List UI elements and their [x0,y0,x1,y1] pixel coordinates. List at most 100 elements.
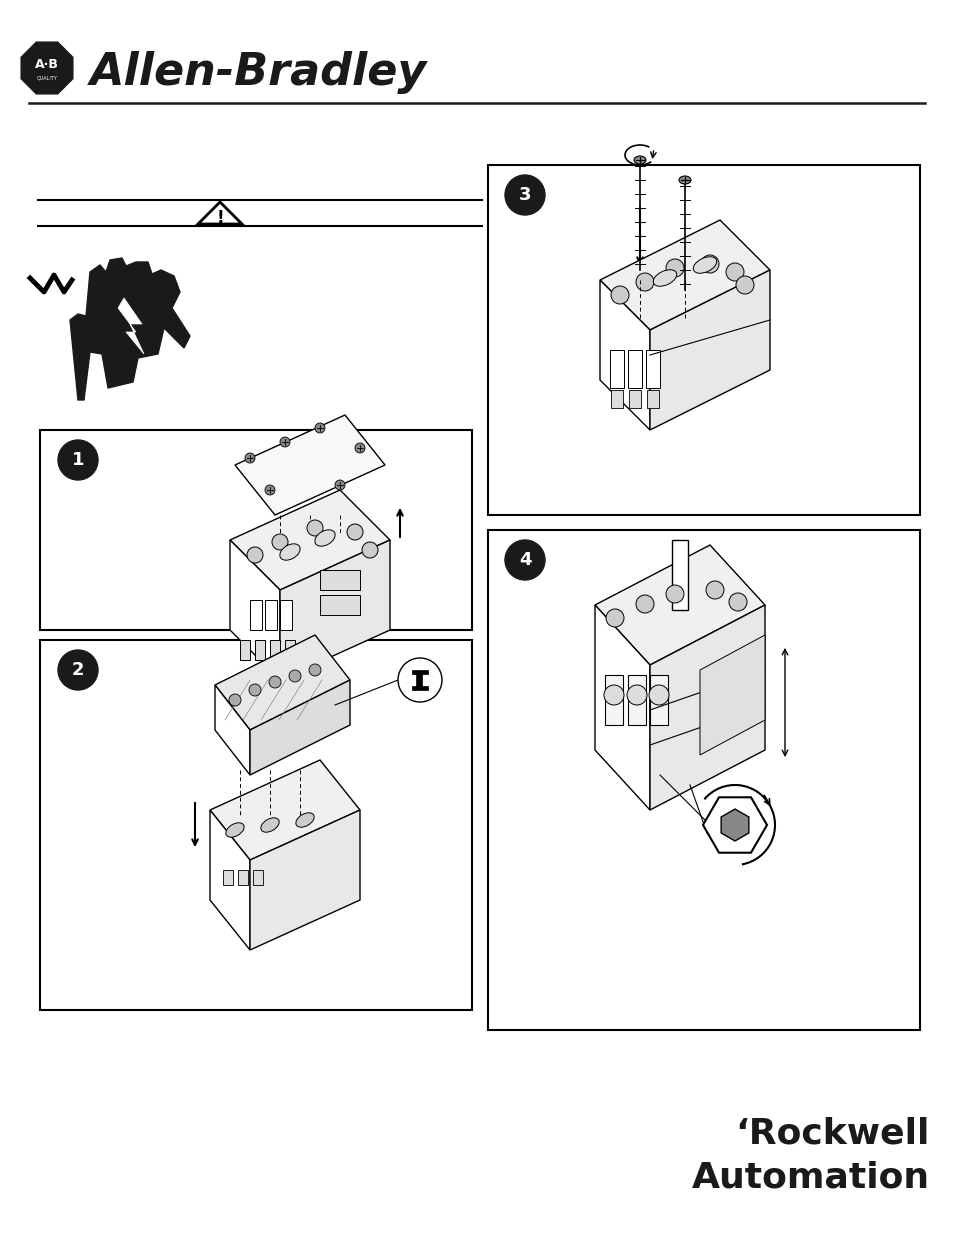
Polygon shape [702,798,766,852]
Polygon shape [210,810,250,950]
Circle shape [314,424,325,433]
Circle shape [725,263,743,282]
Polygon shape [250,810,359,950]
Circle shape [665,259,683,277]
Circle shape [247,547,263,563]
Text: 2: 2 [71,661,84,679]
Circle shape [665,585,683,603]
Polygon shape [649,605,764,810]
Circle shape [705,580,723,599]
Polygon shape [21,42,72,94]
Bar [280,600,292,630]
Bar [40,430,472,630]
Polygon shape [599,280,649,430]
Bar [270,640,280,659]
Circle shape [335,480,345,490]
Bar [628,390,640,408]
Bar [604,676,622,725]
Circle shape [280,437,290,447]
Polygon shape [595,605,649,810]
Polygon shape [118,298,144,354]
Ellipse shape [314,530,335,546]
Bar [319,595,359,615]
Text: ‘Rockwell: ‘Rockwell [735,1116,929,1150]
Circle shape [728,593,746,611]
Circle shape [397,658,441,701]
Ellipse shape [653,269,676,287]
Circle shape [636,273,654,291]
Polygon shape [230,540,280,680]
Bar [285,640,294,659]
Polygon shape [700,635,764,755]
Bar [240,640,250,659]
Bar [254,640,265,659]
Circle shape [289,671,301,682]
Polygon shape [649,270,769,430]
Circle shape [504,540,544,580]
Bar [488,530,919,1030]
Bar [610,390,622,408]
Circle shape [605,609,623,627]
Text: !: ! [216,209,224,227]
Circle shape [309,664,320,676]
Ellipse shape [295,813,314,827]
Ellipse shape [279,543,300,561]
Bar [40,640,472,1010]
Text: 4: 4 [518,551,531,569]
Bar [319,571,359,590]
Text: 3: 3 [518,186,531,204]
Polygon shape [720,809,748,841]
Circle shape [626,685,646,705]
Bar [627,676,645,725]
Text: QUALITY: QUALITY [36,75,57,80]
Bar [253,869,263,885]
Polygon shape [599,220,769,330]
Text: Allen-Bradley: Allen-Bradley [90,52,427,95]
Circle shape [229,694,241,706]
Circle shape [603,685,623,705]
Polygon shape [230,490,390,590]
Bar [609,350,623,388]
Text: A·B: A·B [35,58,59,70]
Polygon shape [70,258,190,400]
Circle shape [700,254,719,273]
Bar [250,600,262,630]
Circle shape [58,440,98,480]
Circle shape [307,520,323,536]
Text: 1: 1 [71,451,84,469]
Bar [265,600,276,630]
Polygon shape [210,760,359,860]
Polygon shape [280,540,390,680]
Circle shape [58,650,98,690]
Ellipse shape [693,257,716,273]
Bar [645,350,659,388]
Circle shape [347,524,363,540]
Polygon shape [595,545,764,664]
Circle shape [361,542,377,558]
Bar [627,350,641,388]
Circle shape [245,453,254,463]
Polygon shape [234,415,385,515]
Circle shape [272,534,288,550]
Circle shape [648,685,668,705]
Bar [488,165,919,515]
Circle shape [265,485,274,495]
Ellipse shape [226,823,244,837]
Bar [223,869,233,885]
Polygon shape [198,203,242,224]
Circle shape [355,443,365,453]
Circle shape [269,676,281,688]
Polygon shape [671,540,687,610]
Circle shape [610,287,628,304]
Polygon shape [214,635,350,730]
Circle shape [249,684,261,697]
Ellipse shape [679,177,690,184]
Polygon shape [214,685,250,776]
Polygon shape [250,680,350,776]
Circle shape [735,275,753,294]
Bar [237,869,248,885]
Polygon shape [412,671,428,690]
Bar [649,676,667,725]
Ellipse shape [260,818,279,832]
Circle shape [636,595,654,613]
